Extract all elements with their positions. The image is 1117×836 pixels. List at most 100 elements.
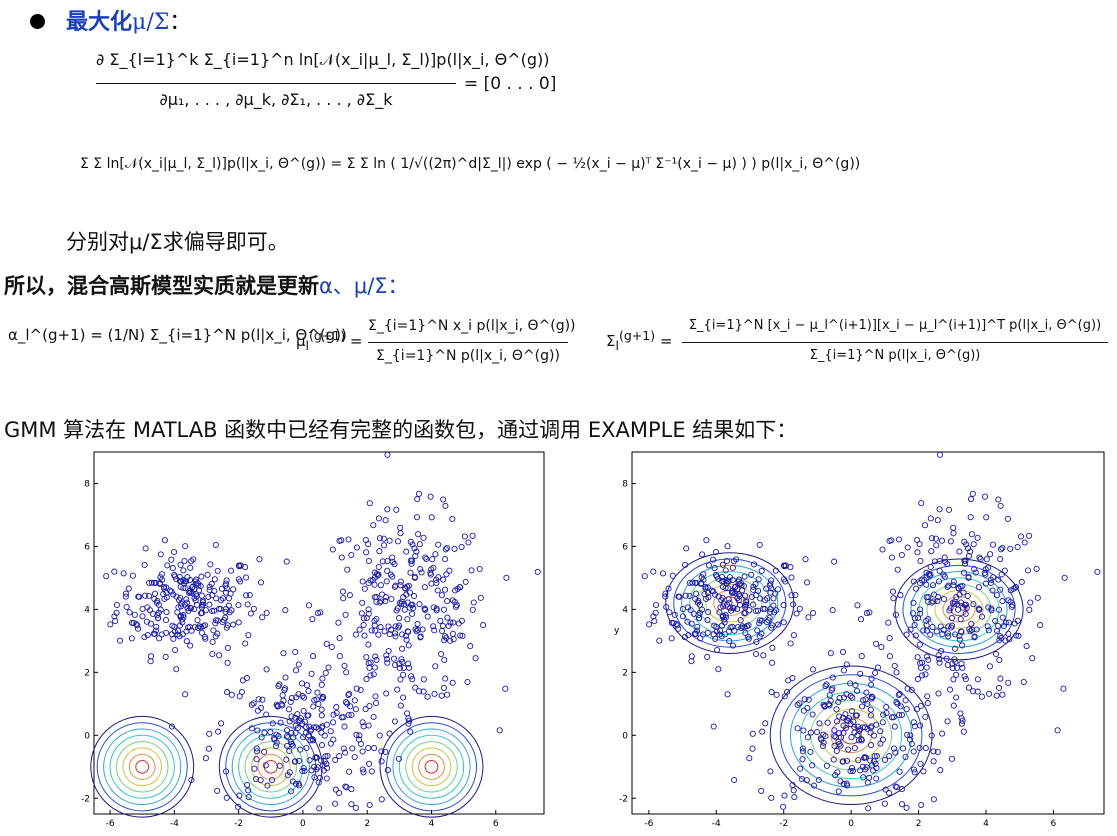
data-point	[995, 496, 1002, 503]
data-point	[292, 648, 299, 655]
data-point	[404, 616, 411, 623]
data-point	[162, 653, 169, 660]
data-point	[763, 619, 770, 626]
data-point	[827, 650, 834, 657]
data-point	[989, 587, 996, 594]
data-point	[804, 704, 811, 711]
data-point	[964, 545, 972, 552]
data-point	[194, 617, 201, 624]
data-point	[151, 630, 158, 637]
data-point	[700, 571, 707, 578]
data-point	[685, 632, 692, 639]
data-point	[243, 675, 250, 682]
data-point	[972, 569, 979, 576]
data-point	[470, 599, 477, 606]
data-point	[1017, 533, 1025, 540]
data-point	[923, 574, 930, 581]
data-point	[416, 601, 423, 608]
data-point	[222, 605, 230, 613]
data-point	[886, 635, 893, 642]
data-point	[801, 696, 808, 703]
data-point	[336, 789, 343, 797]
data-point	[893, 669, 900, 676]
data-point	[834, 769, 841, 776]
data-point	[809, 711, 816, 718]
data-point	[186, 576, 194, 584]
data-point	[780, 602, 787, 609]
data-point	[295, 661, 302, 668]
data-point	[758, 630, 765, 637]
data-point	[914, 549, 921, 556]
data-point	[424, 693, 431, 700]
data-point	[383, 656, 390, 663]
data-point	[970, 601, 977, 608]
data-point	[903, 631, 910, 638]
data-point	[705, 562, 712, 569]
data-point	[352, 804, 359, 811]
data-point	[444, 614, 451, 621]
data-point	[743, 601, 750, 608]
data-point	[146, 607, 154, 614]
data-point	[837, 742, 844, 749]
data-point	[892, 611, 899, 618]
data-point	[952, 645, 959, 652]
data-point	[925, 594, 932, 601]
data-point	[191, 606, 198, 613]
data-point	[996, 656, 1003, 663]
data-point	[287, 698, 294, 706]
data-point	[746, 755, 753, 762]
data-point	[944, 583, 951, 590]
data-point	[342, 611, 349, 618]
data-point	[318, 681, 325, 688]
data-point	[694, 599, 701, 606]
data-point	[362, 536, 369, 544]
data-point	[947, 538, 954, 545]
data-point	[805, 614, 812, 621]
data-point	[332, 786, 339, 793]
data-point	[451, 598, 458, 606]
data-point	[348, 551, 355, 559]
data-point	[435, 541, 442, 548]
data-point	[836, 695, 843, 702]
data-point	[745, 633, 752, 640]
y-tick-label: 0	[84, 731, 90, 741]
data-point	[250, 700, 257, 707]
data-point	[152, 627, 159, 634]
data-point	[283, 558, 290, 565]
data-point	[371, 617, 378, 624]
data-point	[397, 524, 404, 531]
data-point	[125, 585, 132, 592]
data-point	[878, 643, 885, 651]
data-point	[372, 700, 380, 707]
data-point	[142, 592, 149, 599]
data-point	[896, 768, 903, 775]
contour-ring	[800, 691, 903, 780]
contour-ring	[779, 674, 923, 797]
data-point	[103, 573, 110, 580]
data-point	[816, 720, 823, 727]
data-point	[845, 746, 852, 753]
data-point	[835, 788, 842, 795]
data-point	[259, 696, 266, 703]
data-point	[698, 574, 705, 581]
data-point	[913, 706, 920, 713]
data-point	[318, 706, 325, 713]
data-point	[192, 578, 199, 585]
data-point	[461, 533, 468, 540]
data-point	[866, 609, 873, 616]
contour-ring	[665, 552, 795, 654]
data-point	[891, 662, 898, 669]
data-point	[363, 614, 370, 621]
data-point	[377, 582, 384, 589]
data-point	[372, 693, 379, 700]
data-point	[851, 744, 858, 752]
data-point	[918, 801, 925, 809]
data-point	[971, 634, 978, 641]
data-point	[694, 623, 701, 630]
data-point	[987, 576, 994, 583]
data-point	[384, 451, 391, 458]
data-point	[731, 584, 738, 591]
data-point	[375, 631, 382, 638]
derivative-note: 分别对μ/Σ求偏导即可。	[66, 230, 289, 254]
data-point	[852, 712, 859, 719]
